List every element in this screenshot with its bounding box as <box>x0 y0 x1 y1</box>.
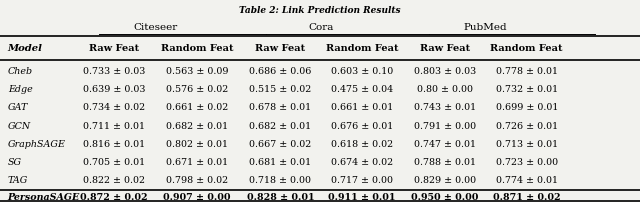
Text: 0.667 ± 0.02: 0.667 ± 0.02 <box>249 139 312 148</box>
Text: Random Feat: Random Feat <box>490 44 563 53</box>
Text: 0.726 ± 0.01: 0.726 ± 0.01 <box>495 121 558 130</box>
Text: 0.816 ± 0.01: 0.816 ± 0.01 <box>83 139 145 148</box>
Text: 0.822 ± 0.02: 0.822 ± 0.02 <box>83 176 145 185</box>
Text: Cheb: Cheb <box>8 67 33 76</box>
Text: Raw Feat: Raw Feat <box>255 44 305 53</box>
Text: 0.682 ± 0.01: 0.682 ± 0.01 <box>249 121 312 130</box>
Text: 0.778 ± 0.01: 0.778 ± 0.01 <box>496 67 557 76</box>
Text: 0.515 ± 0.02: 0.515 ± 0.02 <box>249 85 312 94</box>
Text: Table 2: Link Prediction Results: Table 2: Link Prediction Results <box>239 6 401 15</box>
Text: Raw Feat: Raw Feat <box>89 44 139 53</box>
Text: 0.717 ± 0.00: 0.717 ± 0.00 <box>332 176 393 185</box>
Text: TAG: TAG <box>8 176 28 185</box>
Text: 0.733 ± 0.03: 0.733 ± 0.03 <box>83 67 145 76</box>
Text: 0.911 ± 0.01: 0.911 ± 0.01 <box>328 192 396 201</box>
Text: 0.802 ± 0.01: 0.802 ± 0.01 <box>166 139 228 148</box>
Text: Cora: Cora <box>308 23 334 32</box>
Text: 0.788 ± 0.01: 0.788 ± 0.01 <box>414 157 476 166</box>
Text: 0.734 ± 0.02: 0.734 ± 0.02 <box>83 103 145 112</box>
Text: 0.682 ± 0.01: 0.682 ± 0.01 <box>166 121 228 130</box>
Text: 0.576 ± 0.02: 0.576 ± 0.02 <box>166 85 228 94</box>
Text: 0.603 ± 0.10: 0.603 ± 0.10 <box>331 67 394 76</box>
Text: Model: Model <box>8 44 42 53</box>
Text: 0.872 ± 0.02: 0.872 ± 0.02 <box>80 192 148 201</box>
Text: 0.661 ± 0.01: 0.661 ± 0.01 <box>331 103 394 112</box>
Text: Edge: Edge <box>8 85 33 94</box>
Text: 0.828 ± 0.01: 0.828 ± 0.01 <box>246 192 314 201</box>
Text: 0.674 ± 0.02: 0.674 ± 0.02 <box>331 157 394 166</box>
Text: 0.798 ± 0.02: 0.798 ± 0.02 <box>166 176 228 185</box>
Text: 0.718 ± 0.00: 0.718 ± 0.00 <box>250 176 311 185</box>
Text: 0.713 ± 0.01: 0.713 ± 0.01 <box>495 139 558 148</box>
Text: 0.711 ± 0.01: 0.711 ± 0.01 <box>83 121 145 130</box>
Text: 0.671 ± 0.01: 0.671 ± 0.01 <box>166 157 228 166</box>
Text: Raw Feat: Raw Feat <box>420 44 470 53</box>
Text: 0.829 ± 0.00: 0.829 ± 0.00 <box>413 176 476 185</box>
Text: GCN: GCN <box>8 121 31 130</box>
Text: 0.747 ± 0.01: 0.747 ± 0.01 <box>414 139 476 148</box>
Text: 0.661 ± 0.02: 0.661 ± 0.02 <box>166 103 228 112</box>
Text: 0.871 ± 0.02: 0.871 ± 0.02 <box>493 192 561 201</box>
Text: 0.686 ± 0.06: 0.686 ± 0.06 <box>249 67 312 76</box>
Text: 0.950 ± 0.00: 0.950 ± 0.00 <box>411 192 479 201</box>
Text: 0.681 ± 0.01: 0.681 ± 0.01 <box>249 157 312 166</box>
Text: 0.907 ± 0.00: 0.907 ± 0.00 <box>163 192 231 201</box>
Text: GraphSAGE: GraphSAGE <box>8 139 65 148</box>
Text: 0.732 ± 0.01: 0.732 ± 0.01 <box>495 85 558 94</box>
Text: 0.699 ± 0.01: 0.699 ± 0.01 <box>495 103 558 112</box>
Text: 0.723 ± 0.00: 0.723 ± 0.00 <box>495 157 558 166</box>
Text: SG: SG <box>8 157 22 166</box>
Text: 0.678 ± 0.01: 0.678 ± 0.01 <box>249 103 312 112</box>
Text: GAT: GAT <box>8 103 28 112</box>
Text: 0.705 ± 0.01: 0.705 ± 0.01 <box>83 157 145 166</box>
Text: PersonaSAGE: PersonaSAGE <box>8 192 80 201</box>
Text: 0.676 ± 0.01: 0.676 ± 0.01 <box>331 121 394 130</box>
Text: 0.791 ± 0.00: 0.791 ± 0.00 <box>413 121 476 130</box>
Text: 0.774 ± 0.01: 0.774 ± 0.01 <box>496 176 557 185</box>
Text: 0.743 ± 0.01: 0.743 ± 0.01 <box>413 103 476 112</box>
Text: 0.475 ± 0.04: 0.475 ± 0.04 <box>331 85 394 94</box>
Text: 0.563 ± 0.09: 0.563 ± 0.09 <box>166 67 228 76</box>
Text: Random Feat: Random Feat <box>326 44 399 53</box>
Text: Citeseer: Citeseer <box>133 23 178 32</box>
Text: 0.803 ± 0.03: 0.803 ± 0.03 <box>413 67 476 76</box>
Text: PubMed: PubMed <box>464 23 508 32</box>
Text: 0.618 ± 0.02: 0.618 ± 0.02 <box>331 139 394 148</box>
Text: 0.639 ± 0.03: 0.639 ± 0.03 <box>83 85 145 94</box>
Text: 0.80 ± 0.00: 0.80 ± 0.00 <box>417 85 473 94</box>
Text: Random Feat: Random Feat <box>161 44 234 53</box>
